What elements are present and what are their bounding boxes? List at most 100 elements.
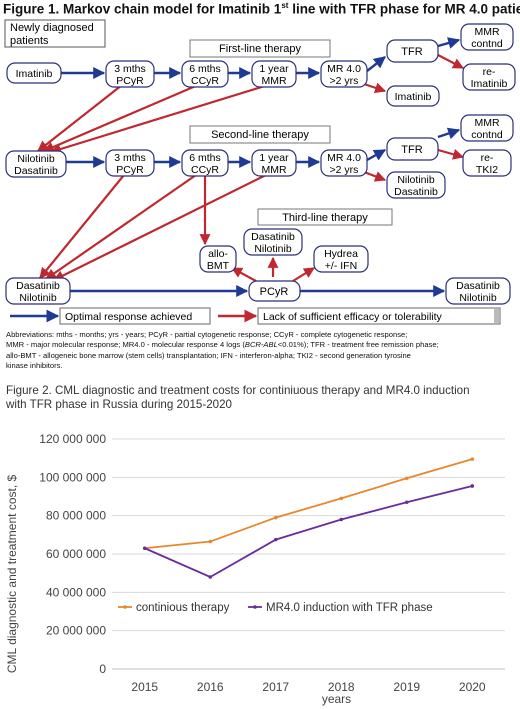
x-tick-label: 2019 — [393, 680, 420, 694]
svg-text:PCyR: PCyR — [116, 75, 144, 87]
svg-text:1 year: 1 year — [259, 152, 289, 164]
svg-text:MMR: MMR — [261, 75, 286, 87]
svg-text:First-line therapy: First-line therapy — [219, 43, 301, 55]
svg-text:>2 yrs: >2 yrs — [330, 75, 359, 87]
node-row2-nilotinib-dasatinib: Nilotinib Dasatinib — [5, 150, 67, 178]
svg-text:Dasatinib: Dasatinib — [251, 231, 295, 243]
y-axis-label: CML diagnostic and treatment cost, $ — [5, 475, 19, 674]
y-tick-label: 120 000 000 — [39, 432, 106, 446]
legend-optimal: Optimal response achieved — [10, 307, 211, 325]
node-row2-mr4: MR 4.0 >2 yrs — [320, 149, 368, 177]
figure1-title-main: Figure 1. Markov chain model for Imatini… — [3, 1, 282, 17]
x-axis-label: years — [322, 692, 351, 706]
svg-text:MR 4.0: MR 4.0 — [327, 152, 361, 164]
abbreviations-line2: MMR - major molecular response; MR4.0 - … — [6, 340, 439, 350]
svg-text:3 mths: 3 mths — [114, 63, 146, 75]
data-point — [404, 500, 409, 505]
abbreviations-line4: kinase inhibitors. — [6, 361, 63, 371]
svg-text:CCyR: CCyR — [191, 164, 219, 176]
svg-text:MMR: MMR — [474, 117, 499, 129]
svg-text:PCyR: PCyR — [260, 286, 289, 298]
node-row2-pcyr: 3 mths PCyR — [105, 149, 155, 177]
legend-label-1: MR4.0 induction with TFR phase — [266, 602, 433, 614]
markov-chain-diagram: Newly diagnosed patients First-line ther… — [4, 19, 516, 325]
svg-text:PCyR: PCyR — [116, 164, 144, 176]
svg-text:6 mths: 6 mths — [189, 152, 221, 164]
svg-text:Third-line therapy: Third-line therapy — [282, 212, 368, 224]
svg-text:Imatinib: Imatinib — [395, 91, 432, 103]
node-row2-re-tki2: re- TKI2 — [462, 149, 512, 177]
abbreviations-line1: Abbreviations: mths - months; yrs - year… — [6, 330, 408, 339]
data-point — [404, 476, 409, 481]
node-row3-pcyr: PCyR — [248, 280, 301, 302]
svg-text:Nilotinib: Nilotinib — [17, 153, 55, 165]
y-tick-label: 20 000 000 — [46, 624, 106, 638]
svg-text:Hydrea: Hydrea — [324, 248, 358, 260]
svg-text:re-: re- — [481, 152, 494, 164]
node-row1-pcyr: 3 mths PCyR — [105, 60, 155, 88]
node-allo-bmt: allo- BMT — [199, 245, 237, 273]
node-row1-mr4: MR 4.0 >2 yrs — [320, 60, 368, 88]
svg-text:contnd: contnd — [471, 38, 503, 50]
node-row1-mmr: 1 year MMR — [251, 60, 297, 88]
node-row2-tfr: TFR — [386, 137, 439, 161]
x-tick-label: 2020 — [459, 680, 486, 694]
svg-text:TFR: TFR — [401, 144, 422, 156]
data-point — [208, 539, 213, 544]
node-row2-mmr: 1 year MMR — [251, 149, 297, 177]
node-row2-ccyr: 6 mths CCyR — [181, 149, 229, 177]
figure1-title-superscript: st — [281, 1, 289, 10]
node-row1-ccyr: 6 mths CCyR — [181, 60, 229, 88]
svg-text:CCyR: CCyR — [191, 75, 219, 87]
svg-text:Optimal response achieved: Optimal response achieved — [65, 311, 192, 323]
legend-label-0: continious therapy — [136, 602, 230, 614]
svg-text:Dasatinib: Dasatinib — [14, 165, 58, 177]
x-tick-label: 2018 — [328, 680, 355, 694]
node-row1-re-imatinib: re- Imatinib — [462, 63, 516, 91]
svg-text:3 mths: 3 mths — [114, 152, 146, 164]
y-tick-label: 100 000 000 — [39, 470, 106, 484]
svg-text:contnd: contnd — [471, 129, 503, 141]
node-row1-imatinib-out: Imatinib — [386, 85, 440, 107]
data-point — [339, 517, 344, 522]
figure2-title: Figure 2. CML diagnostic and treatment c… — [6, 384, 516, 412]
data-point — [208, 575, 213, 579]
y-tick-label: 60 000 000 — [46, 547, 106, 561]
node-row3-dasatinib-nilotinib: Dasatinib Nilotinib — [243, 228, 303, 256]
svg-text:Nilotinib: Nilotinib — [19, 292, 57, 304]
svg-text:re-: re- — [483, 66, 496, 78]
svg-text:Dasatinib: Dasatinib — [456, 280, 500, 292]
legend-lack: Lack of sufficient efficacy or tolerabil… — [218, 307, 501, 325]
data-point — [273, 515, 278, 520]
figure2-title-line1: Figure 2. CML diagnostic and treatment c… — [6, 384, 470, 397]
x-tick-label: 2015 — [131, 680, 158, 694]
abbreviations-line3: allo-BMT - allogeneic bone marrow (stem … — [6, 350, 411, 360]
svg-text:Second-line therapy: Second-line therapy — [211, 129, 309, 141]
x-tick-label: 2016 — [197, 680, 224, 694]
y-tick-label: 0 — [99, 662, 106, 676]
y-tick-label: 40 000 000 — [46, 585, 106, 599]
svg-text:+/- IFN: +/- IFN — [325, 260, 357, 272]
svg-text:Dasatinib: Dasatinib — [394, 186, 438, 198]
svg-text:MMR: MMR — [474, 26, 499, 38]
svg-text:6 mths: 6 mths — [189, 63, 221, 75]
node-hydrea: Hydrea +/- IFN — [313, 245, 369, 273]
newly-diagnosed-line1: Newly diagnosed — [10, 22, 94, 34]
svg-text:>2 yrs: >2 yrs — [330, 164, 359, 176]
node-row1-mmr-contnd: MMR contnd — [460, 23, 514, 51]
node-row3-end: Dasatinib Nilotinib — [445, 277, 511, 305]
figure1-title: Figure 1. Markov chain model for Imatini… — [3, 1, 520, 17]
svg-text:Nilotinib: Nilotinib — [459, 292, 497, 304]
node-imatinib: Imatinib — [6, 62, 62, 84]
node-row3-start: Dasatinib Nilotinib — [5, 277, 71, 305]
svg-text:Dasatinib: Dasatinib — [16, 280, 60, 292]
figure2-title-line2: with TFR phase in Russia during 2015-202… — [6, 398, 232, 411]
data-point — [273, 537, 278, 542]
node-row1-tfr: TFR — [386, 39, 439, 63]
abbreviations: Abbreviations: mths - months; yrs - year… — [6, 330, 516, 372]
data-point — [470, 457, 475, 461]
first-line-label: First-line therapy — [189, 39, 331, 58]
y-tick-label: 80 000 000 — [46, 509, 106, 523]
svg-text:MR 4.0: MR 4.0 — [327, 63, 361, 75]
node-row2-mmr-contnd: MMR contnd — [460, 114, 514, 142]
